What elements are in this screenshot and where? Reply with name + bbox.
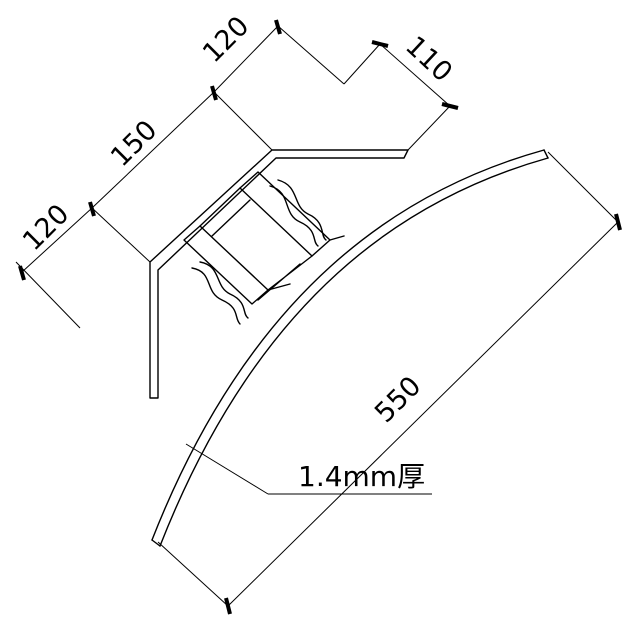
ext-line-150-a: [91, 207, 151, 263]
profile-outline: [149, 149, 549, 547]
dim-line-120-top: [213, 25, 279, 93]
ext-line-550-top: [547, 151, 619, 223]
profile-rib-2: [257, 255, 313, 301]
ext-line-150-b: [213, 91, 273, 151]
tick-8: [224, 597, 232, 615]
dim-text-550: 550: [369, 371, 427, 429]
profile-chamber-lower: [183, 225, 269, 305]
dim-text-110: 110: [399, 30, 458, 88]
tick-4: [274, 19, 282, 35]
profile-arc-joint: [267, 235, 345, 291]
ext-line-120-left-a: [15, 261, 81, 329]
ext-line-120-top-b: [343, 43, 381, 85]
arc-top-cap: [543, 149, 549, 159]
profile-rib-1: [199, 187, 251, 237]
ext-line-110: [407, 105, 451, 151]
clip-groove-upper: [269, 179, 327, 247]
dim-text-150: 150: [105, 115, 163, 173]
tick-3: [210, 85, 218, 101]
dim-line-550: [227, 221, 619, 607]
dimension-lines: [15, 25, 619, 607]
dim-line-110: [379, 43, 451, 107]
dimension-ticks: [18, 19, 622, 615]
tick-7: [614, 213, 622, 231]
arc-bottom-cap: [151, 539, 161, 547]
profile-top-edge: [149, 149, 409, 399]
ext-line-120-top: [277, 25, 345, 85]
tick-2: [88, 201, 96, 217]
dim-line-120-left: [21, 207, 93, 273]
clip-groove-lower: [191, 261, 249, 325]
leader-thickness: [185, 443, 269, 495]
dim-text-120-left: 120: [17, 199, 75, 257]
arc-outer-face: [151, 149, 545, 541]
tick-1: [18, 265, 26, 281]
thickness-note: 1.4mm厚: [298, 460, 425, 493]
ext-line-550-bottom: [157, 541, 229, 607]
tick-5: [371, 40, 389, 48]
dim-text-120-top: 120: [197, 11, 255, 69]
arc-inner-face: [159, 157, 549, 547]
tick-6: [441, 102, 459, 110]
dimension-texts: 120 150 120 110 550: [17, 11, 458, 429]
dim-line-150: [91, 91, 215, 209]
